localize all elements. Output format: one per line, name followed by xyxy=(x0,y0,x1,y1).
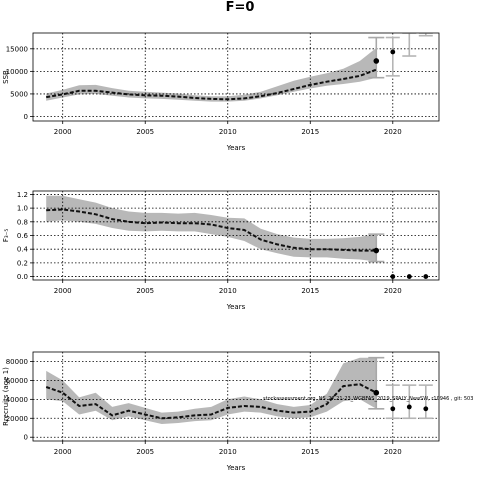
y-tick-label: 5000 xyxy=(10,90,28,98)
x-tick-label: 2010 xyxy=(219,287,237,295)
x-tick-label: 2010 xyxy=(219,128,237,136)
y-tick-label: 0.4 xyxy=(17,246,29,254)
projection-point xyxy=(390,406,396,412)
projection-point xyxy=(423,274,429,279)
projection-point xyxy=(406,274,412,279)
plot-area xyxy=(33,33,439,121)
x-tick-label: 2015 xyxy=(301,287,319,295)
plot-area xyxy=(33,352,439,441)
confidence-band xyxy=(46,195,377,262)
y-tick-label: 60000 xyxy=(6,377,28,385)
confidence-band xyxy=(46,47,377,102)
estimate-line xyxy=(46,208,377,252)
y-tick-label: 80000 xyxy=(6,358,28,366)
x-tick-label: 2015 xyxy=(301,128,319,136)
y-tick-label: 0.6 xyxy=(17,232,29,240)
x-tick-label: 2000 xyxy=(54,448,72,456)
plot-frame xyxy=(32,351,440,442)
x-tick-label: 2005 xyxy=(136,287,154,295)
y-tick-label: 0 xyxy=(24,434,28,442)
y-axis-label: F₃₋₅ xyxy=(2,229,10,243)
projection-point xyxy=(423,406,429,412)
y-axis-label: Rrecruits (age 1) xyxy=(2,367,10,426)
x-tick-label: 2005 xyxy=(136,128,154,136)
y-tick-label: 20000 xyxy=(6,415,28,423)
x-tick-label: 2005 xyxy=(136,448,154,456)
estimate-point xyxy=(373,58,380,64)
projection-point xyxy=(390,274,396,279)
y-tick-label: 0.0 xyxy=(17,273,28,281)
y-tick-label: 10000 xyxy=(6,68,28,76)
x-tick-label: 2020 xyxy=(384,287,402,295)
x-axis-label: Years xyxy=(226,144,246,152)
y-tick-label: 1.2 xyxy=(17,191,28,199)
x-tick-label: 2000 xyxy=(54,128,72,136)
y-tick-label: 15000 xyxy=(6,45,28,53)
plot-area xyxy=(33,191,439,280)
y-tick-label: 40000 xyxy=(6,396,28,404)
x-tick-label: 2000 xyxy=(54,287,72,295)
y-axis-label: SSB xyxy=(2,70,10,84)
chart-panel-3: 2000 2005 2010 2015 2020 0 20000 40000 60000 8000… xyxy=(2,351,440,472)
estimate-line xyxy=(46,68,377,101)
y-tick-label: 0.8 xyxy=(17,218,28,226)
estimate-point xyxy=(373,247,380,254)
watermark-text: stockassessment.org, NS_27.21-23_WGBFAS_… xyxy=(263,396,473,402)
x-axis-label: Years xyxy=(226,303,246,311)
chart-panel-2: 2000 2005 2010 2015 2020 0.0 0.2 0.4 0.6 0.8 1.0 1.… xyxy=(2,190,440,311)
x-tick-label: 2010 xyxy=(219,448,237,456)
projection-point xyxy=(390,49,396,55)
x-tick-label: 2020 xyxy=(384,448,402,456)
plot-frame xyxy=(32,32,440,122)
chart-panel-1: 2000 2005 2010 2015 2020 0 5000 10000 15000 Years… xyxy=(2,32,440,152)
projection-point xyxy=(406,404,412,410)
estimate-line xyxy=(45,383,377,420)
x-axis-label: Years xyxy=(226,464,246,472)
confidence-band xyxy=(46,357,377,424)
x-tick-label: 2020 xyxy=(384,128,402,136)
y-tick-label: 1.0 xyxy=(17,205,28,213)
y-tick-label: 0.2 xyxy=(17,259,28,267)
x-tick-label: 2015 xyxy=(301,448,319,456)
estimate-point xyxy=(373,389,380,396)
y-tick-label: 0 xyxy=(24,113,28,121)
figure-title: F=0 xyxy=(225,0,255,15)
